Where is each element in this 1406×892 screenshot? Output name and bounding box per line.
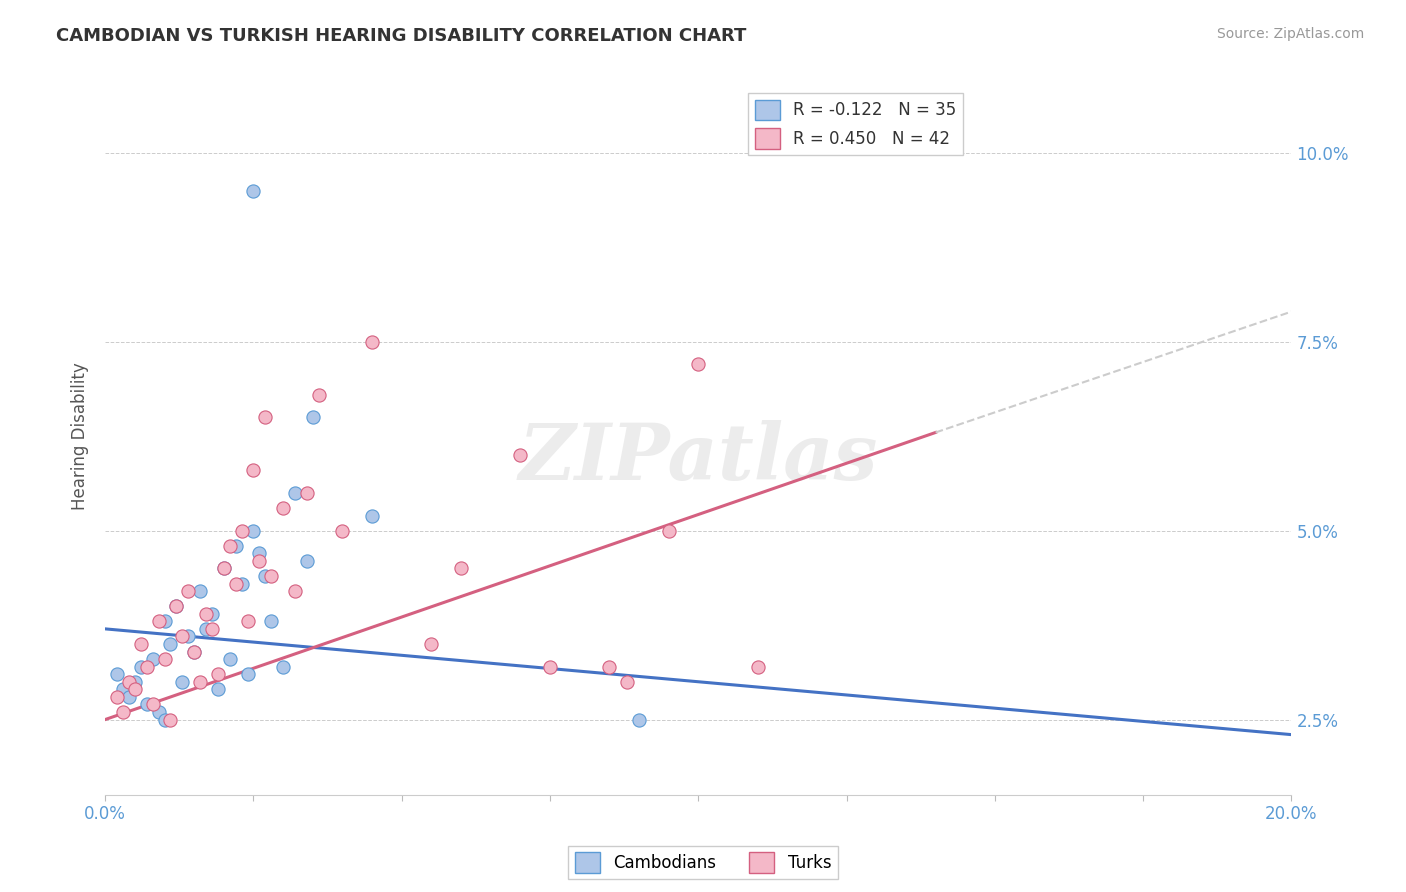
Point	[159, 713, 181, 727]
Point	[183, 644, 205, 658]
Point	[165, 599, 187, 614]
Point	[195, 607, 218, 621]
Point	[118, 690, 141, 704]
Point	[188, 584, 211, 599]
Point	[177, 584, 200, 599]
Point	[236, 615, 259, 629]
Text: Source: ZipAtlas.com: Source: ZipAtlas.com	[1216, 27, 1364, 41]
Point	[361, 334, 384, 349]
Point	[212, 561, 235, 575]
Point	[242, 184, 264, 198]
Point	[236, 667, 259, 681]
Point	[207, 682, 229, 697]
Point	[129, 637, 152, 651]
Point	[361, 508, 384, 523]
Point	[129, 659, 152, 673]
Y-axis label: Hearing Disability: Hearing Disability	[72, 362, 89, 510]
Point	[183, 644, 205, 658]
Point	[153, 713, 176, 727]
Point	[153, 615, 176, 629]
Point	[627, 713, 650, 727]
Point	[450, 561, 472, 575]
Point	[201, 607, 224, 621]
Point	[201, 622, 224, 636]
Point	[118, 674, 141, 689]
Point	[616, 674, 638, 689]
Point	[271, 501, 294, 516]
Point	[105, 667, 128, 681]
Point	[231, 576, 253, 591]
Point	[242, 463, 264, 477]
Point	[218, 652, 240, 666]
Point	[332, 524, 354, 538]
Point	[254, 569, 277, 583]
Point	[509, 448, 531, 462]
Point	[172, 629, 194, 643]
Point	[295, 486, 318, 500]
Point	[135, 659, 157, 673]
Point	[142, 652, 165, 666]
Point	[295, 554, 318, 568]
Point	[260, 569, 283, 583]
Point	[301, 410, 323, 425]
Point	[420, 637, 443, 651]
Point	[148, 615, 170, 629]
Point	[177, 629, 200, 643]
Point	[284, 584, 307, 599]
Point	[225, 576, 247, 591]
Point	[260, 615, 283, 629]
Point	[218, 539, 240, 553]
Point	[598, 659, 620, 673]
Point	[249, 554, 271, 568]
Legend: Cambodians, Turks: Cambodians, Turks	[568, 846, 838, 880]
Legend: R = -0.122   N = 35, R = 0.450   N = 42: R = -0.122 N = 35, R = 0.450 N = 42	[748, 93, 963, 155]
Point	[271, 659, 294, 673]
Point	[105, 690, 128, 704]
Point	[111, 705, 134, 719]
Point	[124, 674, 146, 689]
Point	[124, 682, 146, 697]
Point	[231, 524, 253, 538]
Point	[207, 667, 229, 681]
Point	[688, 358, 710, 372]
Point	[172, 674, 194, 689]
Point	[148, 705, 170, 719]
Point	[135, 698, 157, 712]
Point	[111, 682, 134, 697]
Point	[249, 546, 271, 560]
Text: CAMBODIAN VS TURKISH HEARING DISABILITY CORRELATION CHART: CAMBODIAN VS TURKISH HEARING DISABILITY …	[56, 27, 747, 45]
Point	[254, 410, 277, 425]
Point	[538, 659, 561, 673]
Point	[153, 652, 176, 666]
Point	[658, 524, 681, 538]
Text: ZIPatlas: ZIPatlas	[519, 419, 877, 496]
Point	[242, 524, 264, 538]
Point	[225, 539, 247, 553]
Point	[159, 637, 181, 651]
Point	[284, 486, 307, 500]
Point	[308, 387, 330, 401]
Point	[212, 561, 235, 575]
Point	[747, 659, 769, 673]
Point	[165, 599, 187, 614]
Point	[188, 674, 211, 689]
Point	[142, 698, 165, 712]
Point	[195, 622, 218, 636]
